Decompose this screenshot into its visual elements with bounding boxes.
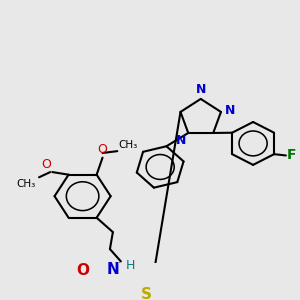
Text: CH₃: CH₃: [17, 178, 36, 189]
Text: CH₃: CH₃: [119, 140, 138, 150]
Text: F: F: [287, 148, 297, 163]
Text: N: N: [196, 83, 206, 96]
Text: S: S: [141, 287, 152, 300]
Text: H: H: [126, 259, 135, 272]
Text: O: O: [41, 158, 51, 171]
Text: N: N: [107, 262, 120, 277]
Text: O: O: [98, 142, 107, 156]
Text: N: N: [224, 104, 235, 117]
Text: O: O: [76, 263, 89, 278]
Text: N: N: [176, 134, 186, 147]
